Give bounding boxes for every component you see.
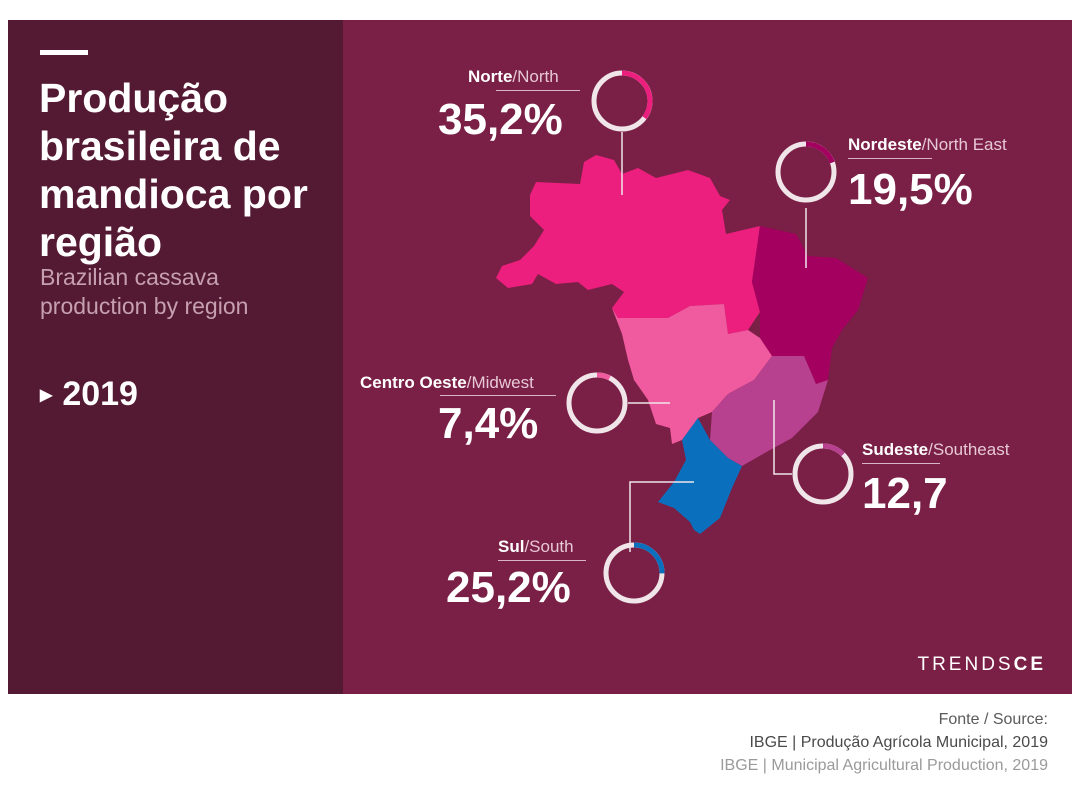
south-value: 25,2% xyxy=(446,563,571,612)
midwest-donut xyxy=(566,372,628,434)
north-label-underline xyxy=(496,90,580,91)
midwest-label-underline xyxy=(440,395,556,396)
year-label: ▶ 2019 xyxy=(40,374,138,421)
source-heading: Fonte / Source: xyxy=(938,711,1048,728)
source-credit: Fonte / Source: IBGE | Produção Agrícola… xyxy=(720,708,1048,777)
south-label: Sul/South xyxy=(498,537,574,556)
southeast-label: Sudeste/Southeast xyxy=(862,440,1010,459)
brazil-map xyxy=(496,70,868,604)
infographic-panel: Produção brasileira de mandioca por regi… xyxy=(8,20,1072,694)
southeast-connector xyxy=(773,400,792,475)
midwest-value: 7,4% xyxy=(438,399,539,448)
southeast-donut xyxy=(792,443,854,505)
brand-logo: TRENDSCE xyxy=(917,654,1046,675)
callout-connectors xyxy=(621,132,807,552)
northeast-label: Nordeste/North East xyxy=(848,135,1007,154)
south-connector xyxy=(629,481,694,552)
page-title: Produção brasileira de mandioca por regi… xyxy=(39,75,308,265)
southeast-value: 12,7 xyxy=(862,469,948,518)
north-donut xyxy=(591,70,653,132)
midwest-donut-arc xyxy=(596,372,611,381)
source-line-pt: IBGE | Produção Agrícola Municipal, 2019 xyxy=(749,734,1048,751)
south-donut-arc xyxy=(633,542,665,574)
region-south xyxy=(658,418,742,534)
region-north xyxy=(496,155,760,334)
southeast-label-underline xyxy=(862,463,940,464)
region-southeast xyxy=(710,356,828,466)
southeast-donut-arc xyxy=(822,443,845,457)
north-label: Norte/North xyxy=(468,67,559,86)
north-donut-arc xyxy=(621,70,653,120)
south-label-underline xyxy=(498,560,586,561)
region-midwest xyxy=(612,304,772,444)
northeast-value: 19,5% xyxy=(848,165,973,214)
year-value: 2019 xyxy=(62,375,138,413)
triangle-right-icon: ▶ xyxy=(40,387,53,404)
south-donut xyxy=(603,542,665,604)
page-subtitle: Brazilian cassava production by region xyxy=(40,264,249,319)
source-line-en: IBGE | Municipal Agricultural Production… xyxy=(720,757,1048,774)
north-value: 35,2% xyxy=(438,95,563,144)
northeast-label-underline xyxy=(848,158,932,159)
sidebar: Produção brasileira de mandioca por regi… xyxy=(8,20,343,694)
northeast-donut xyxy=(775,141,837,203)
title-accent-bar xyxy=(40,50,88,55)
region-northeast xyxy=(752,226,868,384)
midwest-label: Centro Oeste/Midwest xyxy=(360,373,534,392)
northeast-donut-arc xyxy=(805,141,835,164)
midwest-donut-track xyxy=(566,372,628,434)
